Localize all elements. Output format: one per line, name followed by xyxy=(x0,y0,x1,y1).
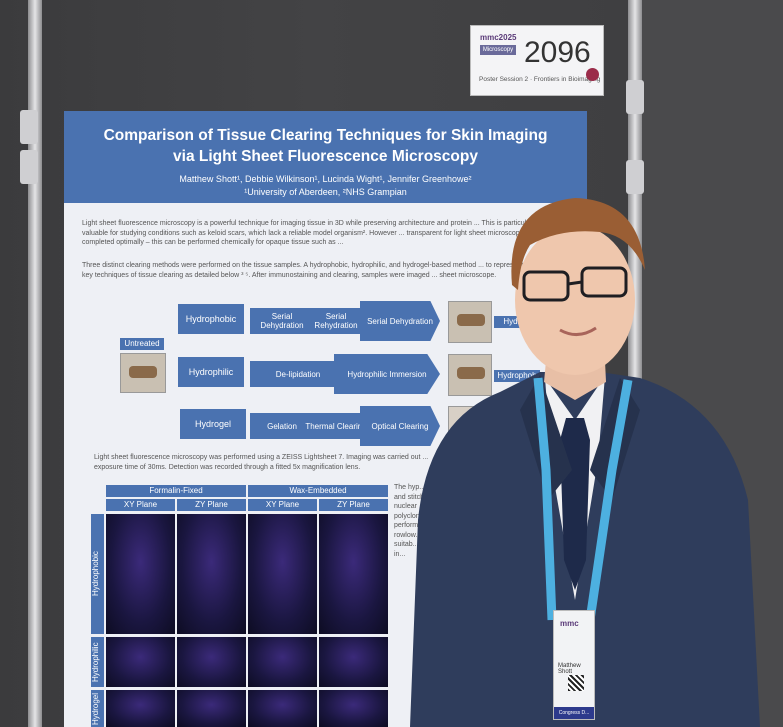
board-clip xyxy=(20,110,38,144)
poster-header: Comparison of Tissue Clearing Techniques… xyxy=(64,111,587,203)
step-arrow: Optical Clearing xyxy=(360,406,440,446)
microscopy-image xyxy=(106,637,175,687)
grid-plane-header: ZY Plane xyxy=(319,499,388,511)
poster-intro: Light sheet fluorescence microscopy is a… xyxy=(82,220,541,246)
conference-logo-sub: Microscopy xyxy=(480,45,516,55)
method-hydrogel-label: Hydrogel xyxy=(180,409,246,439)
grid-plane-header: ZY Plane xyxy=(177,499,246,511)
grid-group-header: Formalin-Fixed xyxy=(106,485,246,497)
lanyard-strap-right xyxy=(585,379,633,621)
microscopy-image xyxy=(248,514,317,634)
conference-logo: mmc2025 xyxy=(480,33,517,42)
microscopy-image xyxy=(319,514,388,634)
step-arrow: Thermal Clearing xyxy=(304,413,368,439)
step-arrow: Serial Dehydration xyxy=(250,308,314,334)
step-arrow: Serial Rehydration xyxy=(304,308,368,334)
microscopy-image xyxy=(177,637,246,687)
poster-number: 2096 xyxy=(524,36,591,69)
poster-methods: Three distinct clearing methods were per… xyxy=(82,262,535,279)
untreated-sample-image xyxy=(120,353,166,393)
grid-plane-header: XY Plane xyxy=(106,499,175,511)
poster-title-line1: Comparison of Tissue Clearing Techniques… xyxy=(103,127,548,144)
microscopy-image xyxy=(177,514,246,634)
poster-authors: Matthew Shott¹, Debbie Wilkinson¹, Lucin… xyxy=(179,174,472,184)
lanyard-strap-left xyxy=(533,377,557,621)
hydrophobic-result-image xyxy=(448,301,492,343)
microscopy-image xyxy=(319,637,388,687)
step-arrow: De-lipidation xyxy=(250,361,346,387)
glasses-bridge xyxy=(567,280,583,286)
poster-title-line2: via Light Sheet Fluorescence Microscopy xyxy=(173,148,478,165)
grid-plane-header: XY Plane xyxy=(248,499,317,511)
microscopy-image xyxy=(248,637,317,687)
microscopy-image xyxy=(177,690,246,727)
board-clip xyxy=(626,80,644,114)
qr-code-icon xyxy=(568,675,584,691)
microscopy-image xyxy=(319,690,388,727)
microscopy-image xyxy=(106,514,175,634)
poster-number-card: mmc2025 Microscopy 2096 Poster Session 2… xyxy=(470,25,604,96)
badge-footer: Congress D... xyxy=(554,707,594,719)
mouth xyxy=(559,326,597,336)
method-hydrophilic-label: Hydrophilic xyxy=(178,357,244,387)
grid-group-header: Wax-Embedded xyxy=(248,485,388,497)
hair xyxy=(511,198,645,290)
step-arrow: Gelation xyxy=(250,413,314,439)
method-hydrophobic-label: Hydrophobic xyxy=(178,304,244,334)
poster-title: Comparison of Tissue Clearing Techniques… xyxy=(64,125,587,167)
glasses-lens-left xyxy=(522,270,570,302)
poster-affiliations: ¹University of Aberdeen, ²NHS Grampian xyxy=(244,187,407,197)
name-badge: mmc Matthew Shott Congress D... xyxy=(553,610,595,720)
step-arrow: Hydrophilic Immersion xyxy=(334,354,440,394)
poster-session: Poster Session 2 · Frontiers in Bioimagi… xyxy=(479,76,601,83)
microscopy-image xyxy=(248,690,317,727)
badge-logo: mmc xyxy=(560,619,579,628)
face xyxy=(515,225,635,375)
board-clip xyxy=(626,160,644,194)
badge-name: Matthew Shott xyxy=(558,663,581,675)
poster-imaging-text: Light sheet fluorescence microscopy was … xyxy=(94,454,429,471)
untreated-label: Untreated xyxy=(120,338,164,350)
microscopy-image xyxy=(106,690,175,727)
board-clip xyxy=(20,150,38,184)
step-arrow: Serial Dehydration xyxy=(360,301,440,341)
session-badge-icon xyxy=(586,68,599,81)
hydrophilic-result-image xyxy=(448,354,492,396)
